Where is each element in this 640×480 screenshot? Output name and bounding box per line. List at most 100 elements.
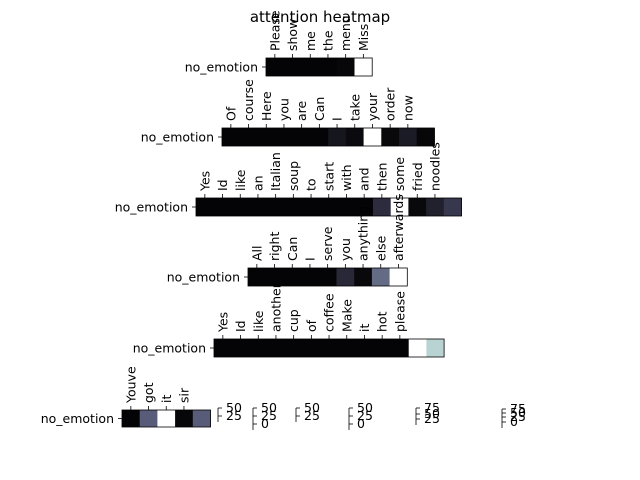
token-label: anything xyxy=(356,206,371,261)
colorbar-tick-label: 50 xyxy=(510,405,526,420)
heatmap-cell xyxy=(337,339,356,357)
heatmap-cell xyxy=(139,410,158,427)
heatmap-cell xyxy=(266,58,285,76)
token-label: like xyxy=(251,310,266,332)
token-label: Italian xyxy=(268,152,283,191)
heatmap-row: no_emotion Please show me the menu Miss xyxy=(185,10,373,77)
token-label: I xyxy=(330,117,345,121)
token-label: the xyxy=(320,30,335,51)
heatmap-cell xyxy=(320,339,339,357)
colorbar-tick-label: 25 xyxy=(424,411,440,426)
heatmap-cell xyxy=(336,58,355,76)
token-label: coffee xyxy=(322,293,337,332)
token-label: please xyxy=(392,291,407,332)
heatmap-cell xyxy=(363,128,382,146)
token-label: soup xyxy=(286,161,301,191)
heatmap-cell xyxy=(371,268,390,286)
colorbar-tick-label: 50 xyxy=(424,406,440,421)
chart-title: attention heatmap xyxy=(250,8,390,26)
heatmap-cell xyxy=(408,339,427,357)
heatmap-cell xyxy=(266,198,285,216)
colorbar-tick-label: 25 xyxy=(510,409,526,424)
token-label: order xyxy=(383,87,398,121)
token-label: serve xyxy=(320,226,335,261)
heatmap-cell xyxy=(248,268,267,286)
colorbar-tick-label: 25 xyxy=(261,408,277,423)
heatmap-cell xyxy=(275,128,294,146)
token-label: else xyxy=(373,235,388,261)
token-label: Id xyxy=(233,320,248,332)
token-label: right xyxy=(267,232,282,261)
heatmap-cell xyxy=(213,198,232,216)
token-label: you xyxy=(276,98,291,121)
heatmap-cell xyxy=(354,268,373,286)
token-label: Can xyxy=(312,97,327,121)
token-label: Of xyxy=(223,106,238,121)
heatmap-cell xyxy=(337,198,356,216)
heatmap-cell xyxy=(284,198,303,216)
heatmap-cell xyxy=(318,268,337,286)
colorbar-tick-label: 25 xyxy=(357,408,373,423)
heatmap-row: no_emotion Yes Id like an Italian soup to start w… xyxy=(115,142,462,217)
heatmap-cell xyxy=(302,339,321,357)
heatmap-cell xyxy=(426,339,445,357)
heatmap-cell xyxy=(416,128,435,146)
heatmap-cell xyxy=(231,198,250,216)
token-label: another xyxy=(268,282,283,332)
y-tick-label: no_emotion xyxy=(41,411,114,426)
token-label: you xyxy=(338,238,353,261)
heatmap-cell xyxy=(390,198,409,216)
y-tick-label: no_emotion xyxy=(115,200,188,215)
token-label: me xyxy=(303,31,318,51)
heatmap-cell xyxy=(328,128,347,146)
heatmap-cell xyxy=(399,128,418,146)
colorbar-tick-label: 0 xyxy=(357,416,365,431)
heatmap-cell xyxy=(354,58,373,76)
token-label: fried xyxy=(410,162,425,191)
token-label: afterwards xyxy=(391,194,406,261)
colorbar-tick-label: 50 xyxy=(357,400,373,415)
token-label: it xyxy=(159,395,174,403)
heatmap-cell xyxy=(381,128,400,146)
token-label: of xyxy=(304,319,319,332)
heatmap-cell xyxy=(355,339,374,357)
token-label: Youve xyxy=(123,366,138,404)
token-label: course xyxy=(241,79,256,121)
heatmap-cell xyxy=(373,198,392,216)
heatmap-cell xyxy=(319,58,338,76)
heatmap-cell xyxy=(214,339,233,357)
token-label: Make xyxy=(339,299,354,332)
colorbar-tick-label: 50 xyxy=(304,400,320,415)
heatmap-cell xyxy=(265,268,284,286)
heatmap-cell xyxy=(443,198,462,216)
token-label: menu xyxy=(338,15,353,51)
token-label: with xyxy=(339,164,354,191)
heatmap-cell xyxy=(157,410,176,427)
token-label: Here xyxy=(259,91,274,121)
heatmap-cell xyxy=(222,128,241,146)
heatmap-cell xyxy=(122,410,141,427)
heatmap-cell xyxy=(426,198,445,216)
colorbar-tick-label: 50 xyxy=(226,400,242,415)
y-tick-label: no_emotion xyxy=(133,341,206,356)
token-label: take xyxy=(347,94,362,121)
colorbar-tick-label: 25 xyxy=(304,408,320,423)
heatmap-cell xyxy=(389,268,408,286)
heatmap-cell xyxy=(355,198,374,216)
colorbar-tick-label: 75 xyxy=(424,400,440,415)
token-label: then xyxy=(374,163,389,191)
token-label: like xyxy=(233,169,248,191)
token-label: show xyxy=(285,19,300,51)
y-tick-label: no_emotion xyxy=(167,270,240,285)
heatmap-cell xyxy=(283,58,302,76)
colorbar-tick-label: 0 xyxy=(510,414,518,429)
token-label: and xyxy=(357,167,372,191)
heatmap-cell xyxy=(373,339,392,357)
